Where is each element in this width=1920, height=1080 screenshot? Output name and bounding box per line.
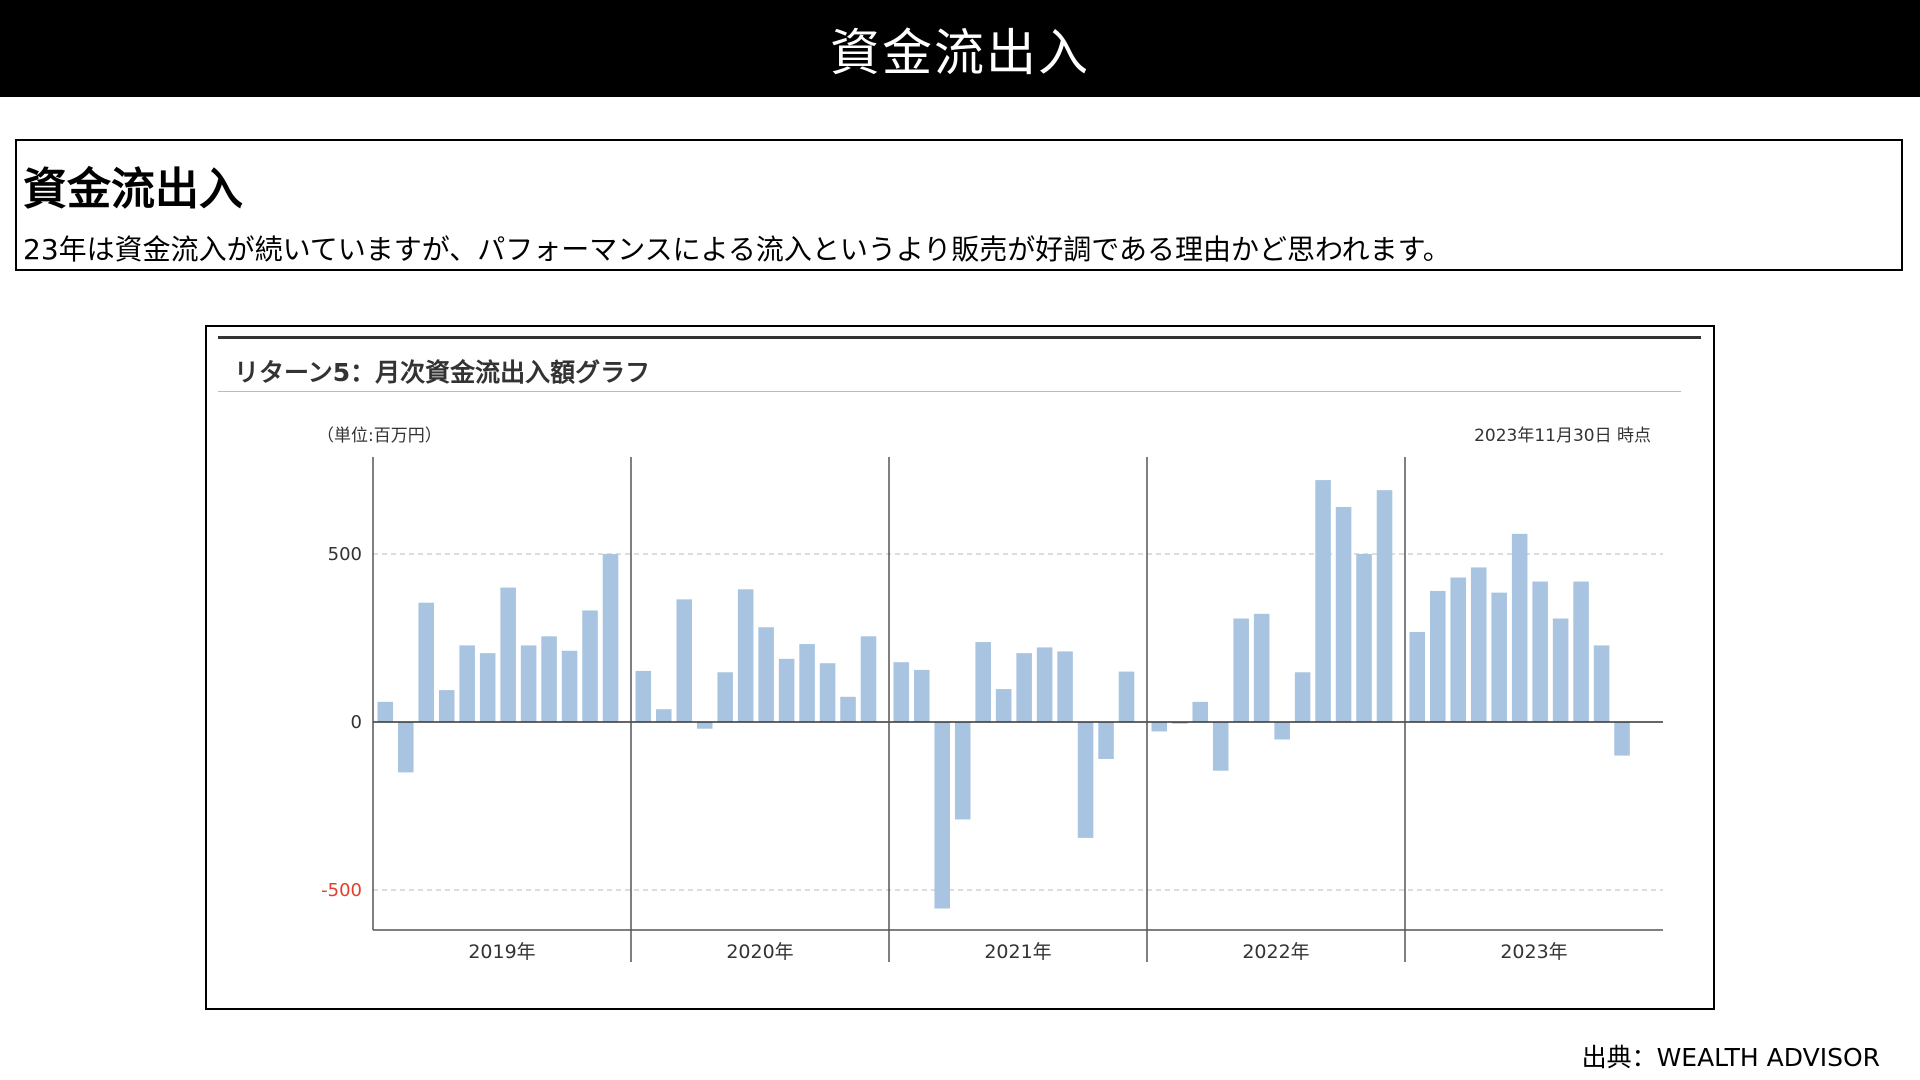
bar bbox=[520, 645, 537, 722]
x-tick-label: 2020年 bbox=[726, 941, 793, 963]
bar bbox=[1057, 651, 1073, 722]
chart-frame: リターン5：月次資金流出入額グラフ （単位:百万円） 2023年11月30日 時点… bbox=[205, 325, 1715, 1010]
bar bbox=[1274, 722, 1290, 740]
bar bbox=[1192, 701, 1209, 722]
banner-title: 資金流出入 bbox=[830, 23, 1090, 82]
bar bbox=[418, 602, 435, 722]
bar bbox=[1573, 581, 1589, 722]
y-tick-label: 0 bbox=[351, 712, 362, 733]
bar bbox=[1376, 490, 1393, 722]
chart-title: リターン5：月次資金流出入額グラフ bbox=[234, 358, 651, 387]
y-tick-label: -500 bbox=[321, 880, 362, 901]
bar bbox=[1593, 645, 1610, 722]
bar bbox=[1171, 722, 1188, 724]
bar bbox=[840, 696, 856, 722]
bar bbox=[1335, 506, 1352, 722]
bar bbox=[860, 636, 877, 722]
bar bbox=[1036, 647, 1053, 722]
bar bbox=[778, 658, 795, 722]
bar bbox=[799, 644, 815, 722]
bar bbox=[655, 709, 672, 722]
bar bbox=[737, 589, 754, 722]
bar bbox=[1409, 631, 1426, 722]
bar bbox=[635, 670, 652, 722]
bar bbox=[582, 610, 598, 722]
bar bbox=[954, 722, 971, 820]
bar bbox=[1151, 722, 1168, 732]
bar bbox=[717, 672, 733, 722]
bar bbox=[975, 642, 991, 722]
bar bbox=[1614, 722, 1630, 756]
x-tick-label: 2023年 bbox=[1500, 941, 1567, 963]
bar bbox=[696, 722, 713, 729]
bar bbox=[1253, 613, 1270, 722]
bar bbox=[1491, 592, 1507, 722]
bar bbox=[893, 662, 910, 722]
unit-label: （単位:百万円） bbox=[317, 426, 442, 446]
bar bbox=[479, 653, 496, 722]
bar bbox=[1552, 618, 1569, 722]
summary-text: 23年は資金流入が続いていますが、パフォーマンスによる流入というより販売が好調で… bbox=[23, 233, 1451, 266]
bar bbox=[1233, 618, 1249, 722]
bar bbox=[1532, 581, 1548, 722]
x-tick-label: 2022年 bbox=[1242, 941, 1309, 963]
bar bbox=[913, 669, 930, 722]
as-of-label: 2023年11月30日 時点 bbox=[1474, 426, 1651, 446]
chart-title-rule bbox=[218, 391, 1681, 392]
bar bbox=[676, 599, 693, 722]
bar bbox=[758, 627, 774, 722]
fund-flow-bar-chart: （単位:百万円） 2023年11月30日 時点 500 0 -500 2019年 2020年… bbox=[317, 426, 1663, 963]
bar bbox=[819, 663, 836, 722]
bar bbox=[995, 689, 1012, 722]
bar bbox=[1315, 480, 1331, 722]
bar bbox=[459, 645, 475, 722]
bar bbox=[1118, 671, 1135, 722]
bar bbox=[541, 636, 557, 722]
bar bbox=[1294, 672, 1311, 722]
y-tick-label: 500 bbox=[328, 544, 362, 565]
bar bbox=[1356, 554, 1372, 722]
x-tick-label: 2021年 bbox=[984, 941, 1051, 963]
chart-top-rule bbox=[218, 336, 1701, 339]
top-banner: 資金流出入 bbox=[0, 0, 1920, 97]
summary-box: 資金流出入 23年は資金流入が続いていますが、パフォーマンスによる流入というより… bbox=[15, 139, 1903, 271]
bar bbox=[500, 587, 516, 722]
summary-heading: 資金流出入 bbox=[23, 164, 243, 215]
x-tick-label: 2019年 bbox=[468, 941, 535, 963]
bar bbox=[1098, 722, 1114, 759]
bar bbox=[1077, 722, 1094, 838]
bar bbox=[397, 722, 414, 773]
bar bbox=[561, 650, 578, 722]
bar bbox=[1212, 722, 1229, 771]
bar bbox=[438, 690, 455, 722]
bar bbox=[1470, 567, 1487, 722]
bar bbox=[1016, 653, 1032, 722]
bar bbox=[602, 554, 619, 722]
bar bbox=[1429, 590, 1446, 722]
bar bbox=[1450, 577, 1467, 722]
source-credit: 出典：WEALTH ADVISOR bbox=[1581, 1043, 1880, 1072]
bar bbox=[934, 722, 951, 909]
bar bbox=[377, 701, 394, 722]
bar bbox=[1511, 533, 1528, 722]
